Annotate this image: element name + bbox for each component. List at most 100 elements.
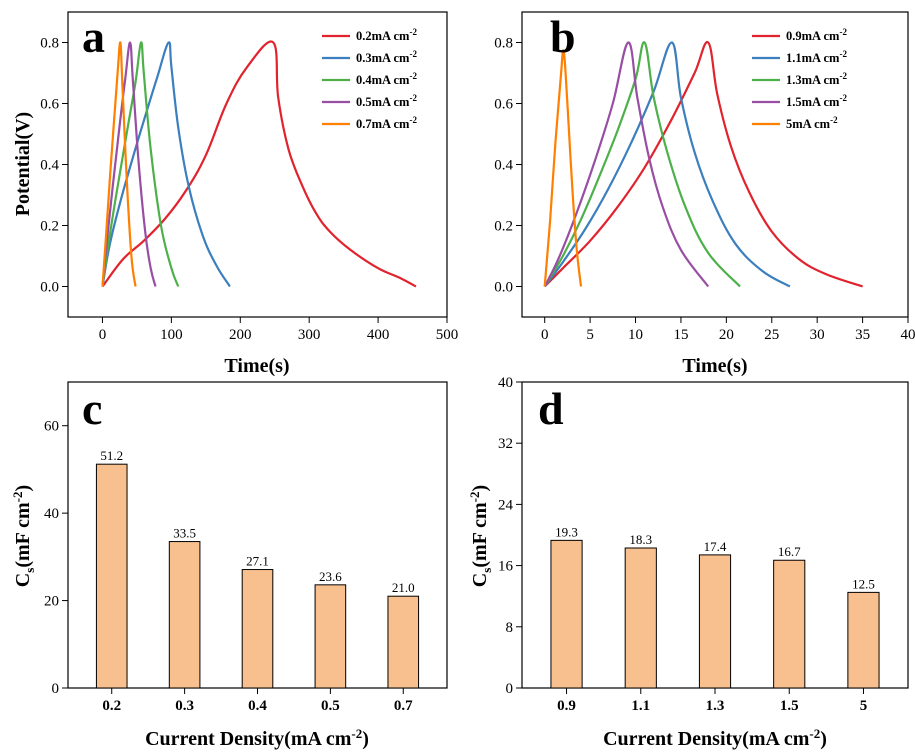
y-tick-label: 20: [44, 594, 59, 610]
x-tick-label: 0: [99, 327, 107, 343]
series-line: [543, 49, 583, 287]
bar: [698, 554, 732, 689]
panel-b: 0 5 10 15 20 25 30 35 40 0.0 0.2 0.4 0.6 0.8 b Time(…: [494, 11, 915, 377]
y-tick-label: 32: [498, 436, 513, 452]
y-ticks: 0 20 40 60: [44, 419, 68, 697]
x-tick-label: 0.9: [557, 698, 576, 714]
x-tick-label: 5: [860, 698, 868, 714]
legend-item: 1.1mA cm-2: [752, 49, 847, 65]
bar: [624, 547, 657, 689]
bar-layer: 19.3 18.3 17.4 16.7 12.5: [550, 524, 880, 689]
data-label: 17.4: [704, 539, 727, 554]
y-axis-title: Cs(mF cm-2): [10, 485, 37, 587]
legend-label: 0.7mA cm-2: [356, 115, 417, 131]
panel-letter: b: [550, 11, 576, 62]
x-ticks: 0 5 10 15 20 25 30 35 40: [541, 317, 915, 343]
x-tick-label: 200: [229, 327, 252, 343]
x-tick-label: 400: [367, 327, 390, 343]
legend-label: 0.4mA cm-2: [356, 71, 417, 87]
y-ticks: 0.0 0.2 0.4 0.6 0.8: [40, 36, 68, 296]
x-tick-label: 0: [541, 327, 549, 343]
y-tick-label: 16: [498, 559, 514, 575]
panel-c: 51.2 33.5 27.1 23.6 21.0 0.2 0.3 0.4 0.5 0.7 0 20…: [10, 381, 448, 750]
legend-label: 1.1mA cm-2: [786, 49, 847, 65]
series-line: [101, 41, 231, 288]
panel-letter: d: [538, 383, 564, 434]
panel-letter: c: [82, 383, 102, 434]
panel-a: 0 100 200 300 400 500 0.0 0.2 0.4 0.6 0.8 a Time(…: [12, 11, 458, 377]
data-label: 19.3: [555, 524, 578, 539]
y-tick-label: 40: [498, 375, 513, 391]
y-tick-label: 0.4: [494, 158, 513, 174]
x-tick-label: 0.5: [321, 698, 340, 714]
legend-item: 0.5mA cm-2: [322, 93, 417, 109]
legend-label: 5mA cm-2: [786, 115, 838, 131]
y-tick-label: 0.6: [40, 97, 59, 113]
x-tick-label: 15: [673, 327, 688, 343]
y-tick-label: 24: [498, 497, 514, 513]
data-label: 12.5: [852, 576, 875, 591]
panel-d: 19.3 18.3 17.4 16.7 12.5 0.9 1.1 1.3 1.5 5 0 8 16 2…: [467, 375, 909, 750]
bar: [95, 463, 128, 689]
series-line: [543, 41, 710, 288]
x-tick-label: 35: [855, 327, 870, 343]
legend-item: 5mA cm-2: [752, 115, 838, 131]
x-tick-label: 30: [810, 327, 825, 343]
y-tick-label: 0.2: [40, 219, 59, 235]
bar: [773, 559, 806, 689]
x-axis-title: Time(s): [682, 355, 747, 377]
y-tick-label: 0.2: [494, 219, 513, 235]
series-line: [101, 41, 157, 287]
series-layer: [101, 40, 417, 288]
bar: [550, 539, 583, 689]
data-label: 33.5: [173, 526, 196, 541]
y-tick-label: 0.6: [494, 97, 513, 113]
x-tick-label: 300: [298, 327, 321, 343]
x-axis-title: Time(s): [224, 355, 289, 377]
series-line: [101, 41, 180, 287]
bar: [314, 584, 347, 689]
data-label: 27.1: [246, 554, 269, 569]
y-ticks: 0.0 0.2 0.4 0.6 0.8: [494, 36, 522, 296]
data-label: 18.3: [629, 532, 652, 547]
legend-item: 0.4mA cm-2: [322, 71, 417, 87]
legend-item: 0.7mA cm-2: [322, 115, 417, 131]
y-tick-label: 0: [52, 681, 60, 697]
data-label: 16.7: [778, 544, 801, 559]
legend-item: 0.9mA cm-2: [752, 27, 847, 43]
legend-label: 1.3mA cm-2: [786, 71, 847, 87]
y-tick-label: 8: [506, 620, 514, 636]
legend-item: 1.5mA cm-2: [752, 93, 847, 109]
x-tick-label: 0.4: [248, 698, 267, 714]
series-layer: [543, 41, 863, 288]
bar: [387, 595, 420, 689]
bar: [847, 591, 880, 689]
y-tick-label: 0: [506, 681, 514, 697]
x-tick-label: 5: [586, 327, 594, 343]
bar: [168, 541, 201, 689]
legend-label: 0.9mA cm-2: [786, 27, 847, 43]
legend-label: 0.5mA cm-2: [356, 93, 417, 109]
x-ticks: 0.2 0.3 0.4 0.5 0.7: [102, 688, 413, 714]
data-label: 21.0: [392, 580, 415, 595]
legend-label: 0.2mA cm-2: [356, 27, 417, 43]
x-tick-label: 20: [719, 327, 734, 343]
y-ticks: 0 8 16 24 32 40: [498, 375, 522, 697]
x-tick-label: 0.3: [175, 698, 194, 714]
x-tick-label: 1.1: [631, 698, 650, 714]
x-axis-title: Current Density(mA cm-2): [603, 726, 827, 750]
y-tick-label: 0.8: [40, 36, 59, 52]
legend-item: 1.3mA cm-2: [752, 71, 847, 87]
panel-letter: a: [82, 11, 105, 62]
y-axis-title: Potential(V): [12, 112, 34, 216]
x-axis-title: Current Density(mA cm-2): [145, 726, 369, 750]
x-tick-label: 10: [628, 327, 643, 343]
legend-label: 0.3mA cm-2: [356, 49, 417, 65]
data-label: 23.6: [319, 569, 342, 584]
series-line: [101, 40, 417, 288]
series-line: [543, 41, 791, 288]
legend-label: 1.5mA cm-2: [786, 93, 847, 109]
series-line: [543, 41, 741, 288]
y-axis-title: Cs(mF cm-2): [467, 485, 494, 587]
